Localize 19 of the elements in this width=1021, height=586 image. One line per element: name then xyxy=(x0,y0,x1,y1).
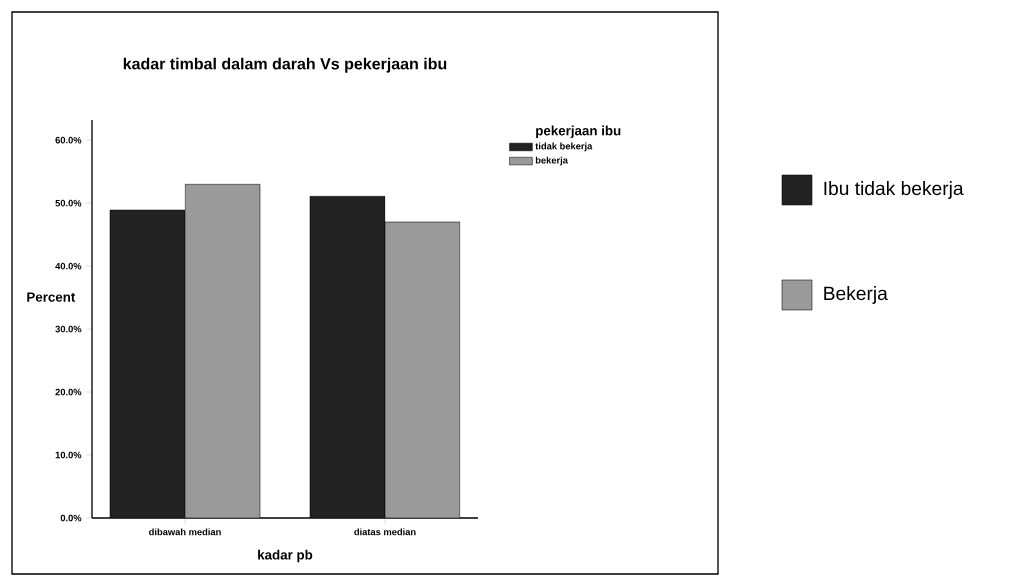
text: Ibu tidak bekerja xyxy=(824,181,964,199)
y-axis-title: Percent xyxy=(27,292,76,302)
text: Bekerja xyxy=(824,286,888,304)
y-tick-label: 60.0% xyxy=(55,136,82,144)
y-tick-label: 20.0% xyxy=(55,388,82,396)
chart-title: kadar timbal dalam darah Vs pekerjaan ibu xyxy=(123,57,447,73)
y-tick-label: 30.0% xyxy=(55,325,82,333)
y-tick-label: 40.0% xyxy=(55,262,82,270)
legend-label: tidak bekerja xyxy=(535,142,593,152)
y-tick-label: 50.0% xyxy=(55,199,82,207)
x-axis-title: kadar pb xyxy=(258,549,313,563)
x-tick-label: dibawah median xyxy=(149,528,221,536)
bar xyxy=(109,209,186,518)
bar xyxy=(309,195,386,518)
y-tick-label: 0.0% xyxy=(60,514,82,522)
x-tick-label: diatas median xyxy=(354,528,416,536)
legend-label: bekerja xyxy=(535,156,568,166)
y-tick-label: 10.0% xyxy=(55,451,82,459)
legend-title: pekerjaan ibu xyxy=(536,125,621,139)
